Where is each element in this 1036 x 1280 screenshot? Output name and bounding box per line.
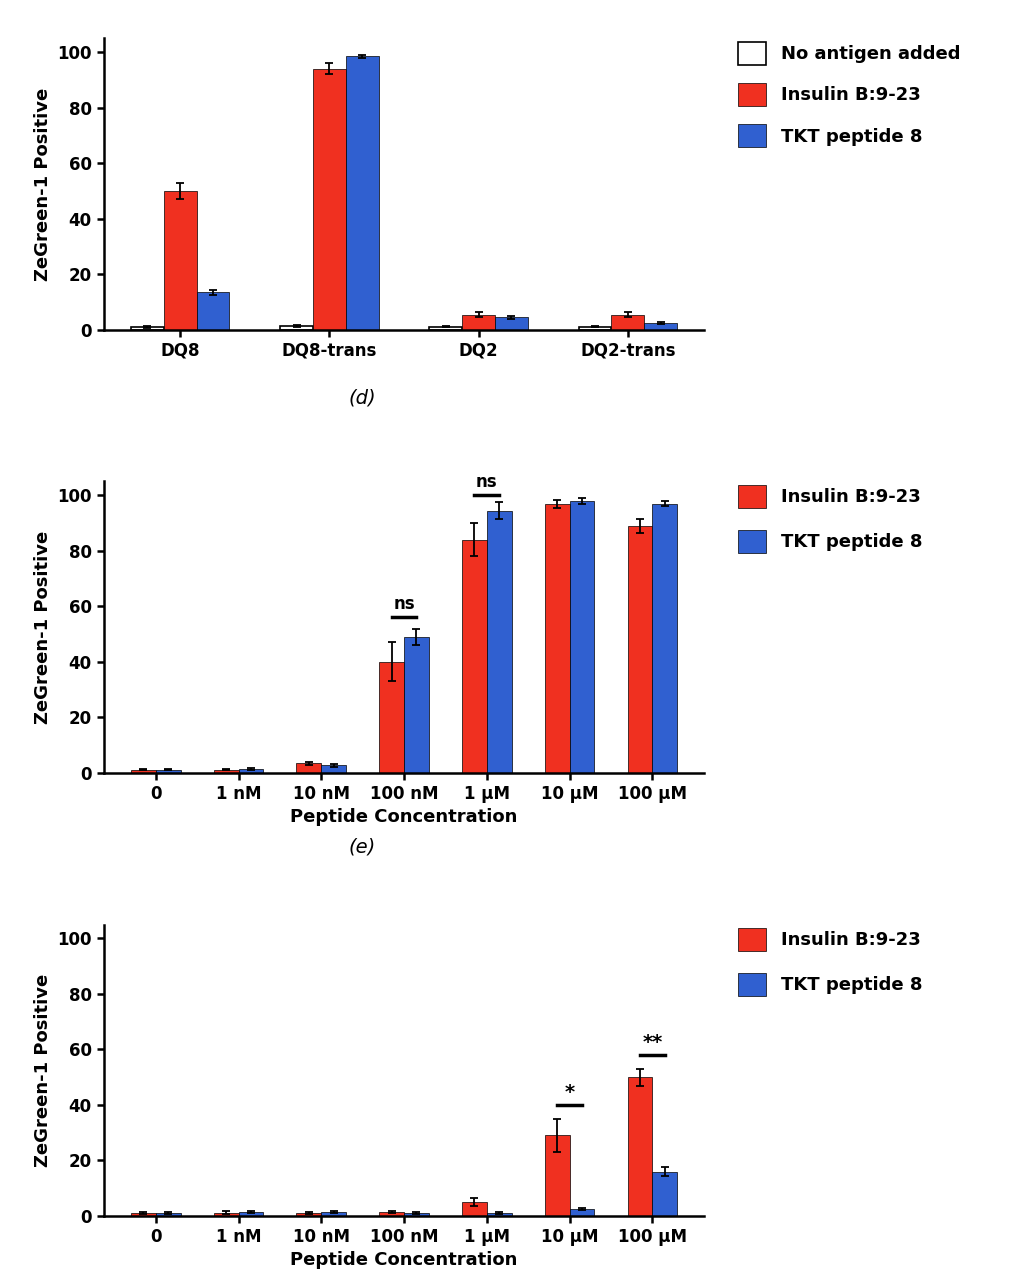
Bar <box>213 769 238 773</box>
Bar <box>296 763 321 773</box>
Bar <box>611 315 644 330</box>
Bar <box>346 56 379 330</box>
Y-axis label: ZeGreen-1 Positive: ZeGreen-1 Positive <box>34 87 52 280</box>
Bar <box>404 637 429 773</box>
Text: (d): (d) <box>348 388 376 407</box>
Bar <box>155 1213 180 1216</box>
Bar <box>579 326 611 330</box>
Bar <box>155 769 180 773</box>
Bar <box>487 511 512 773</box>
Bar <box>296 1212 321 1216</box>
Bar <box>487 1213 512 1216</box>
Bar <box>462 540 487 773</box>
Bar <box>313 69 346 330</box>
Bar <box>545 1135 570 1216</box>
Bar <box>495 317 528 330</box>
Bar <box>570 1210 595 1216</box>
Bar <box>570 500 595 773</box>
Y-axis label: ZeGreen-1 Positive: ZeGreen-1 Positive <box>34 974 52 1167</box>
Bar <box>545 503 570 773</box>
Bar <box>429 326 462 330</box>
Bar <box>131 769 155 773</box>
Bar <box>653 1171 678 1216</box>
Y-axis label: ZeGreen-1 Positive: ZeGreen-1 Positive <box>34 531 52 723</box>
Bar <box>321 765 346 773</box>
X-axis label: Peptide Concentration: Peptide Concentration <box>290 808 518 827</box>
Text: (e): (e) <box>348 837 376 856</box>
Bar <box>238 769 263 773</box>
Bar <box>379 662 404 773</box>
Text: **: ** <box>642 1033 662 1052</box>
Bar <box>197 292 229 330</box>
Bar <box>628 1078 653 1216</box>
Text: *: * <box>565 1083 575 1102</box>
Bar <box>404 1212 429 1216</box>
Bar <box>164 191 197 330</box>
Bar <box>628 526 653 773</box>
Text: ns: ns <box>394 595 414 613</box>
Bar <box>653 503 678 773</box>
Bar <box>238 1212 263 1216</box>
Text: ns: ns <box>476 474 497 492</box>
X-axis label: Peptide Concentration: Peptide Concentration <box>290 1252 518 1270</box>
Legend: Insulin B:9-23, TKT peptide 8: Insulin B:9-23, TKT peptide 8 <box>738 928 922 996</box>
Legend: Insulin B:9-23, TKT peptide 8: Insulin B:9-23, TKT peptide 8 <box>738 485 922 553</box>
Bar <box>644 323 678 330</box>
Bar <box>462 1202 487 1216</box>
Bar <box>280 325 313 330</box>
Bar <box>213 1212 238 1216</box>
Bar <box>462 315 495 330</box>
Bar <box>321 1212 346 1216</box>
Bar <box>379 1212 404 1216</box>
Bar <box>131 1213 155 1216</box>
Legend: No antigen added, Insulin B:9-23, TKT peptide 8: No antigen added, Insulin B:9-23, TKT pe… <box>738 41 960 147</box>
Bar <box>131 328 164 330</box>
